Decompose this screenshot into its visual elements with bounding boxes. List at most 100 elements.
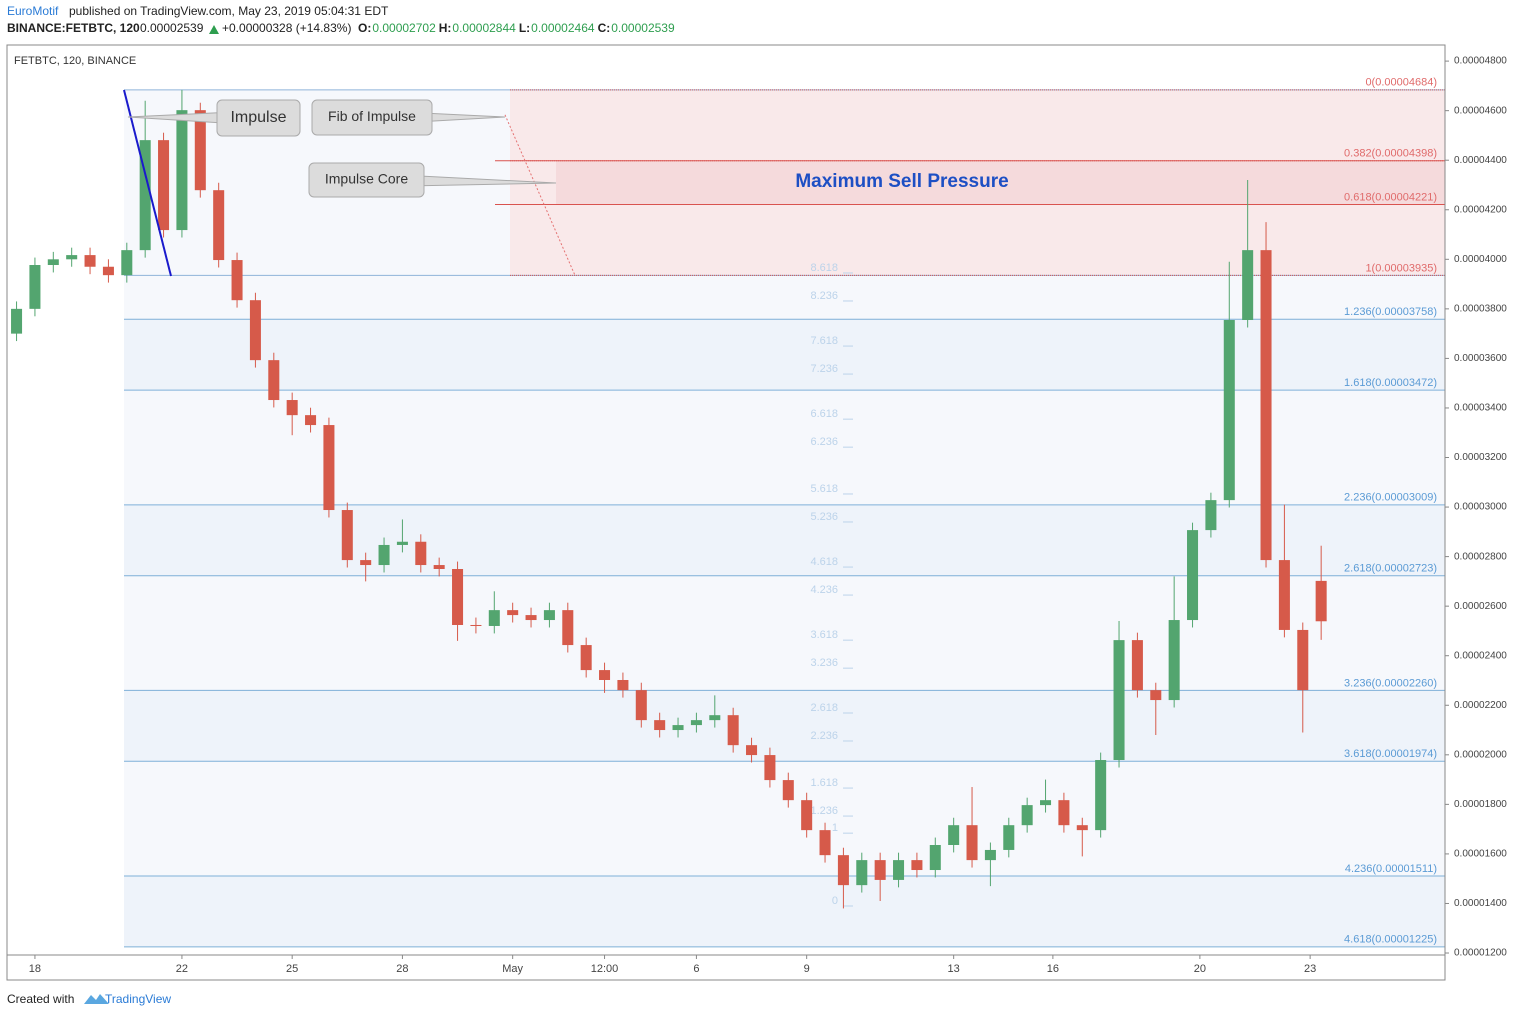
candle-body <box>378 544 390 566</box>
y-tick-label: 0.00003200 <box>1454 452 1507 463</box>
candle-body <box>341 510 353 561</box>
candle-body <box>66 255 78 260</box>
candle-body <box>635 690 647 721</box>
up-arrow <box>209 25 219 34</box>
candle-body <box>819 830 831 856</box>
candle-body <box>580 645 592 671</box>
candle-body <box>543 610 555 621</box>
callout-box <box>216 99 301 137</box>
y-tick-label: 0.00001800 <box>1454 799 1507 810</box>
candle-body <box>966 825 978 861</box>
ohlc-value: 0.00002702 <box>372 21 436 35</box>
faint-fib-label: 1.618 <box>810 777 838 789</box>
candle-body <box>562 610 574 646</box>
fib-band <box>124 390 1445 505</box>
candle-body <box>1278 560 1290 630</box>
faint-fib-label: 6.618 <box>810 408 838 420</box>
candle-body <box>690 720 702 726</box>
candle-body <box>672 725 684 731</box>
x-tick-label: 22 <box>176 963 188 975</box>
footer-brand[interactable]: TradingView <box>105 992 171 1006</box>
fib-label: 2.618(0.00002723) <box>1344 563 1437 575</box>
candle-body <box>194 110 206 191</box>
candle-body <box>874 860 886 880</box>
y-tick-label: 0.00002000 <box>1454 749 1507 760</box>
candle-body <box>856 860 868 886</box>
candle-body <box>433 565 445 569</box>
published: published on TradingView.com, May 23, 20… <box>69 4 389 18</box>
faint-fib-label: 6.236 <box>810 436 838 448</box>
y-tick-label: 0.00003600 <box>1454 353 1507 364</box>
faint-fib-label: 2.236 <box>810 730 838 742</box>
candle-body <box>1260 250 1272 561</box>
fib-band <box>124 690 1445 762</box>
faint-fib-label: 8.618 <box>810 262 838 274</box>
faint-fib-label: 3.618 <box>810 629 838 641</box>
callout-box <box>308 162 425 198</box>
fib-label: 1.618(0.00003472) <box>1344 377 1437 389</box>
x-tick-label: 9 <box>804 963 810 975</box>
ohlc-value: 0.00002539 <box>611 21 675 35</box>
candle-body <box>948 825 960 845</box>
candle-body <box>1040 800 1052 806</box>
faint-fib-label: 4.618 <box>810 556 838 568</box>
ohlc-value: 0.00002464 <box>531 21 595 35</box>
candle-body <box>323 425 335 511</box>
faint-fib-label: 1.236 <box>810 805 838 817</box>
author[interactable]: EuroMotif <box>7 4 59 18</box>
candle-body <box>801 800 813 831</box>
background-layer: 8.618 8.236 7.618 7.236 6.618 6.236 5.618 5.236… <box>124 89 1445 948</box>
candle-body <box>911 860 923 871</box>
y-tick-label: 0.00001200 <box>1454 948 1507 959</box>
fib-label: 0.382(0.00004398) <box>1344 148 1437 160</box>
ohlc-key: C: <box>598 21 611 35</box>
fib-label: 1(0.00003935) <box>1365 262 1437 274</box>
zone-label: Maximum Sell Pressure <box>795 171 1008 192</box>
symbol: BINANCE:FETBTC, 120 <box>7 21 140 35</box>
faint-fib-label: 5.618 <box>810 483 838 495</box>
candle-body <box>1297 629 1309 691</box>
candle-body <box>1242 250 1254 321</box>
candle-body <box>249 300 261 361</box>
fib-label: 3.236(0.00002260) <box>1344 677 1437 689</box>
candle-body <box>415 541 427 566</box>
ohlc: O: 0.00002702 H: 0.00002844 L: 0.00002464 C: 0.… <box>358 21 675 35</box>
y-tick-label: 0.00002200 <box>1454 700 1507 711</box>
candle-body <box>360 560 372 566</box>
candle-body <box>1131 640 1143 691</box>
candle-body <box>121 250 133 276</box>
y-tick-label: 0.00004200 <box>1454 204 1507 215</box>
candle-body <box>488 610 500 626</box>
candle-body <box>268 360 280 401</box>
faint-fib-label: 3.236 <box>810 657 838 669</box>
y-tick-label: 0.00002600 <box>1454 601 1507 612</box>
candle-body <box>139 140 151 251</box>
candle-body <box>746 745 758 756</box>
candle-body <box>599 670 611 680</box>
ohlc-key: L: <box>519 21 530 35</box>
candle-body <box>617 679 629 691</box>
candle-body <box>1095 760 1107 831</box>
candle-body <box>727 715 739 746</box>
candle-body <box>929 844 941 871</box>
candle-body <box>1003 825 1015 850</box>
candle-body <box>1021 805 1033 826</box>
x-tick-label: May <box>502 963 523 975</box>
candle-body <box>893 860 905 880</box>
impulse-diagonal <box>504 114 576 276</box>
faint-fib-label: 7.618 <box>810 335 838 347</box>
candle-body <box>984 849 996 861</box>
y-tick-label: 0.00004000 <box>1454 254 1507 265</box>
foreground-layer: 0(0.00004684) 0.382(0.00004398) 0.618(0.00… <box>11 56 1507 975</box>
ohlc-value: 0.00002844 <box>452 21 516 35</box>
candle-body <box>525 615 537 621</box>
y-tick-label: 0.00004600 <box>1454 105 1507 116</box>
candle-body <box>1223 320 1235 501</box>
fib-band <box>124 319 1445 391</box>
candle-body <box>102 266 114 276</box>
candle-body <box>452 568 464 625</box>
tv-logo <box>84 994 109 1004</box>
faint-fib-label: 7.236 <box>810 363 838 375</box>
candle-body <box>837 855 849 886</box>
fib-band <box>124 504 1445 576</box>
